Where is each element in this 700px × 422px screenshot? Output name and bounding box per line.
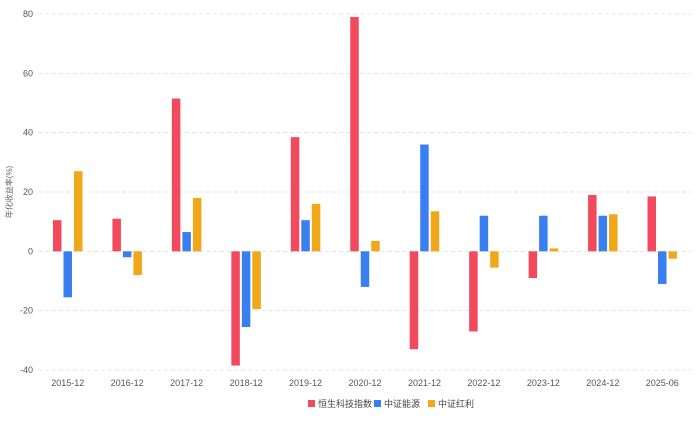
bar [549,248,559,252]
bar [73,171,83,252]
y-tick-label: 80 [23,9,33,19]
bar [301,220,310,252]
bar [192,197,202,252]
bar [52,220,62,252]
grid-layer [38,13,692,371]
bar [528,251,538,279]
bar [409,251,419,350]
x-tick-label: 2022-12 [467,378,500,388]
bar [171,98,181,252]
bar [647,196,657,252]
x-tick-label: 2023-12 [527,378,560,388]
bar [231,251,240,366]
bar [371,240,380,252]
legend-swatch [308,400,315,407]
legend-label: 中证能源 [384,398,420,409]
bar [122,251,132,258]
x-axis: 2015-12 2016-12 2017-12 2018-12 2019-12 2020-… [51,378,679,388]
bar [133,251,142,276]
legend-label: 恒生科技指数 [318,398,372,409]
y-tick-label: -40 [20,365,33,375]
legend: 恒生科技指数 中证能源 中证红利 [308,398,474,409]
bar [311,203,321,252]
bar [290,137,300,252]
y-axis-title: 年化收益率(%) [4,165,14,218]
bar [420,144,429,252]
x-tick-label: 2017-12 [170,378,203,388]
bar [63,251,72,298]
x-tick-label: 2024-12 [586,378,619,388]
y-tick-label: 60 [23,68,33,78]
bar [539,215,548,252]
x-tick-label: 2019-12 [289,378,322,388]
bar [360,251,370,287]
y-axis: -40 -20 0 20 40 60 80 [20,9,33,375]
bar [490,251,499,268]
x-tick-label: 2025-06 [646,378,679,388]
legend-label: 中证红利 [438,398,474,409]
legend-swatch [374,400,381,407]
bar [469,251,478,332]
bar [350,16,359,252]
bar [112,218,121,252]
bar [182,232,191,252]
bar [668,251,678,259]
x-tick-label: 2015-12 [51,378,84,388]
x-tick-label: 2020-12 [348,378,381,388]
bar [588,194,597,252]
bar [252,251,261,310]
bars-layer [52,16,678,366]
bar [241,251,251,327]
bar [430,211,440,252]
x-tick-label: 2016-12 [111,378,144,388]
bar [609,214,618,252]
legend-swatch [428,400,435,407]
bar [598,215,608,252]
x-tick-label: 2021-12 [408,378,441,388]
bar [658,251,667,284]
y-tick-label: 0 [28,246,33,256]
y-tick-label: 20 [23,187,33,197]
bar [479,215,489,252]
x-tick-label: 2018-12 [230,378,263,388]
y-tick-label: 40 [23,128,33,138]
y-tick-label: -20 [20,306,33,316]
